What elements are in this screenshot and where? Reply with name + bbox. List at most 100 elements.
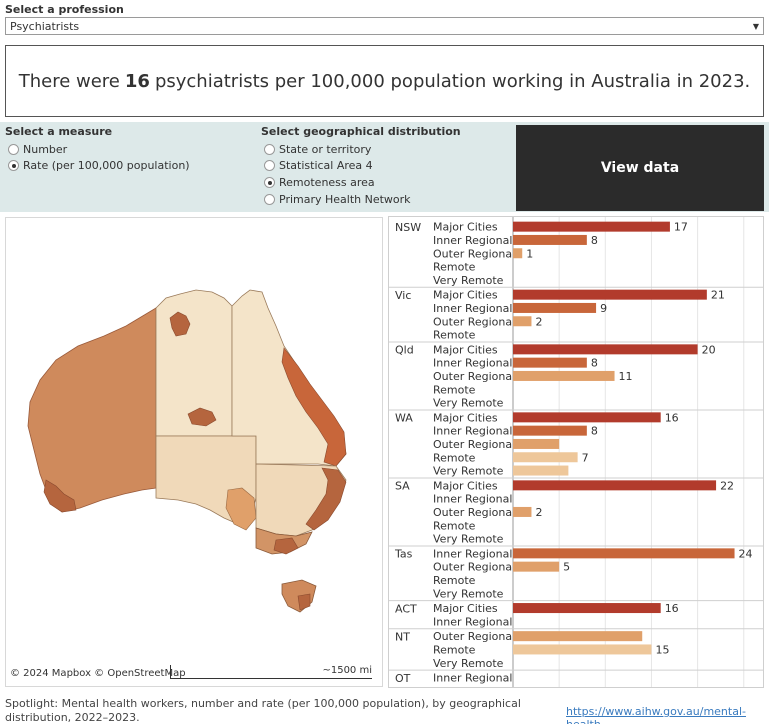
map-scale-label: ~1500 mi	[322, 665, 372, 676]
category-label: Remote	[433, 383, 476, 396]
category-label: Very Remote	[433, 465, 504, 478]
measure-option-number[interactable]: Number	[8, 143, 67, 156]
bar	[513, 234, 587, 245]
geo-option-sa4[interactable]: Statistical Area 4	[264, 159, 373, 172]
map-canvas	[27, 289, 347, 613]
measure-title: Select a measure	[5, 125, 113, 138]
profession-dropdown[interactable]: Psychiatrists ▼	[5, 17, 764, 35]
radio-selected-icon	[264, 177, 275, 188]
state-label: WA	[395, 412, 413, 425]
data-label: 8	[591, 234, 598, 247]
data-label: 11	[619, 370, 633, 383]
state-label: SA	[395, 480, 410, 493]
bar	[513, 357, 587, 368]
view-data-button[interactable]: View data	[516, 125, 764, 211]
radio-icon	[264, 160, 275, 171]
bar	[513, 480, 717, 491]
geo-option-label: Primary Health Network	[279, 193, 411, 206]
category-label: Inner Regional	[433, 672, 512, 685]
radio-icon	[264, 144, 275, 155]
data-label: 16	[665, 602, 679, 615]
bar	[513, 506, 532, 517]
australia-map[interactable]	[5, 217, 383, 687]
category-label: Very Remote	[433, 657, 504, 670]
radio-icon	[8, 144, 19, 155]
profession-value: Psychiatrists	[10, 19, 80, 33]
footer-caption: Spotlight: Mental health workers, number…	[5, 697, 521, 724]
category-label: Major Cities	[433, 602, 498, 615]
map-region-qld-coast[interactable]	[281, 347, 347, 467]
bar	[513, 631, 643, 642]
bar	[513, 438, 560, 449]
category-label: Very Remote	[433, 274, 504, 287]
category-label: Remote	[433, 261, 476, 274]
state-label: Qld	[395, 344, 414, 357]
data-label: 24	[739, 547, 753, 560]
radio-icon	[264, 194, 275, 205]
bar	[513, 248, 523, 259]
bar	[513, 289, 707, 300]
bar	[513, 452, 578, 463]
bar	[513, 465, 569, 476]
data-label: 17	[674, 221, 688, 234]
category-label: Outer Regional	[433, 630, 515, 643]
radio-selected-icon	[8, 160, 19, 171]
measure-option-rate[interactable]: Rate (per 100,000 population)	[8, 159, 190, 172]
bar	[513, 370, 615, 381]
category-label: Outer Regional	[433, 561, 515, 574]
category-label: Remote	[433, 329, 476, 342]
map-region-melbourne[interactable]	[273, 537, 299, 555]
map-scale-bar: ~1500 mi	[170, 665, 372, 679]
bar	[513, 302, 597, 313]
category-label: Major Cities	[433, 479, 498, 492]
state-label: NT	[395, 631, 410, 644]
data-label: 8	[591, 357, 598, 370]
data-label: 16	[665, 411, 679, 424]
data-label: 22	[720, 479, 734, 492]
category-label: Major Cities	[433, 289, 498, 302]
map-region-darwin[interactable]	[169, 311, 191, 337]
bar	[513, 561, 560, 572]
bar	[513, 412, 661, 423]
state-label: Tas	[394, 548, 413, 561]
category-label: Very Remote	[433, 685, 504, 687]
geo-option-label: Statistical Area 4	[279, 159, 373, 172]
category-label: Remote	[433, 643, 476, 656]
category-label: Inner Regional	[433, 547, 512, 560]
category-label: Inner Regional	[433, 234, 512, 247]
bar	[513, 644, 652, 655]
map-region-adelaide[interactable]	[225, 487, 257, 531]
headline-panel: There were 16 psychiatrists per 100,000 …	[5, 45, 764, 117]
category-label: Major Cities	[433, 343, 498, 356]
map-region-wa[interactable]	[27, 307, 157, 513]
geo-option-state[interactable]: State or territory	[264, 143, 371, 156]
data-label: 1	[526, 247, 533, 260]
geo-option-label: State or territory	[279, 143, 372, 156]
data-label: 2	[535, 506, 542, 519]
category-label: Inner Regional	[433, 615, 512, 628]
category-label: Outer Regional	[433, 506, 515, 519]
geo-option-phn[interactable]: Primary Health Network	[264, 193, 411, 206]
category-label: Outer Regional	[433, 247, 515, 260]
category-label: Remote	[433, 519, 476, 532]
map-region-nsw-coast[interactable]	[305, 467, 347, 531]
headline-value: 16	[124, 70, 150, 92]
data-label: 9	[600, 302, 607, 315]
map-region-alice[interactable]	[187, 407, 217, 427]
map-region-hobart[interactable]	[297, 593, 311, 611]
geo-option-remoteness[interactable]: Remoteness area	[264, 176, 375, 189]
data-label: 8	[591, 425, 598, 438]
data-label: 7	[582, 451, 589, 464]
bar	[513, 603, 661, 614]
map-region-wa-southwest[interactable]	[43, 479, 77, 513]
bar	[513, 316, 532, 327]
headline-prefix: There were	[18, 70, 120, 92]
category-label: Inner Regional	[433, 302, 512, 315]
category-label: Very Remote	[433, 397, 504, 410]
profession-label: Select a profession	[5, 3, 124, 16]
data-label: 21	[711, 289, 725, 302]
source-link[interactable]: https://www.aihw.gov.au/mental-health	[566, 705, 746, 724]
data-label: 15	[655, 643, 669, 656]
headline-suffix: psychiatrists per 100,000 population wor…	[154, 70, 751, 92]
remoteness-bar-chart: NSW Major Cities 17 Inner Regional 8 Outer Re…	[388, 216, 764, 698]
